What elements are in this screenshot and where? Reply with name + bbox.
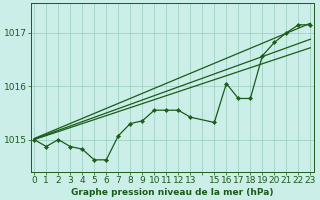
X-axis label: Graphe pression niveau de la mer (hPa): Graphe pression niveau de la mer (hPa) xyxy=(71,188,274,197)
